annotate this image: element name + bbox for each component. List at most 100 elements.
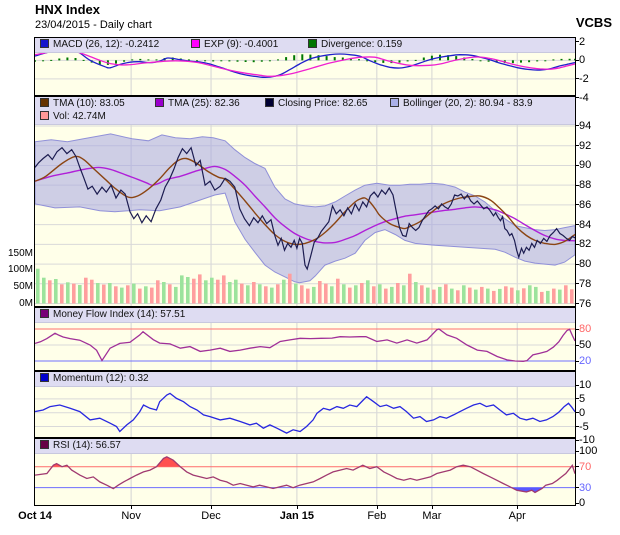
legend-label-macd: MACD (26, 12): -0.2412 xyxy=(53,39,160,50)
mfi_line xyxy=(35,328,575,362)
mfi-legend: Money Flow Index (14): 57.51 xyxy=(35,308,575,323)
macd-swatch xyxy=(40,39,49,48)
y-axis-tick xyxy=(575,283,579,285)
y-axis-tick xyxy=(575,303,579,305)
divergence-bar xyxy=(228,60,231,62)
y-axis-tick xyxy=(575,184,579,186)
volume-bar xyxy=(96,283,100,304)
legend-label-close: Closing Price: 82.65 xyxy=(278,98,368,109)
divergence-bar xyxy=(115,60,117,64)
legend-item-macd: MACD (26, 12): -0.2412 xyxy=(40,38,159,51)
y-axis-tick xyxy=(575,263,579,265)
y-axis-tick xyxy=(575,360,579,362)
volume-bar xyxy=(354,285,358,304)
volume-bar xyxy=(54,279,58,304)
divergence-bar xyxy=(398,60,401,63)
divergence-bar xyxy=(374,60,377,63)
divergence-bar xyxy=(58,58,61,61)
y-axis-label: 94 xyxy=(579,119,592,132)
volume-bar xyxy=(390,286,394,304)
divergence-bar xyxy=(301,54,304,61)
legend-label-vol: Vol: 42.74M xyxy=(53,111,106,122)
divergence-bar xyxy=(479,60,482,62)
panel-divider xyxy=(35,370,575,372)
volume-bar xyxy=(108,283,112,304)
x-axis-tick xyxy=(131,505,133,509)
divergence-bar xyxy=(285,57,288,61)
bollinger-band xyxy=(35,133,575,284)
volume-bar xyxy=(222,275,226,304)
volume-bar xyxy=(564,285,568,304)
rsi-legend: RSI (14): 56.57 xyxy=(35,439,575,454)
y-axis-tick xyxy=(575,502,579,504)
divergence-bar xyxy=(139,58,142,61)
volume-bar xyxy=(396,283,400,304)
divergence-bar xyxy=(196,60,198,62)
volume-bar xyxy=(144,286,148,304)
volume-bar xyxy=(84,277,88,304)
volume-bar xyxy=(372,286,376,304)
volume-bar xyxy=(132,283,136,304)
y-axis-tick xyxy=(575,145,579,147)
divergence-bar xyxy=(487,60,490,62)
volume-bar xyxy=(522,288,526,304)
price-panel: TMA (10): 83.05 TMA (25): 82.36 Closing Pr… xyxy=(35,97,575,306)
volume-bar xyxy=(216,279,220,304)
divergence-bar xyxy=(131,59,134,61)
chart-subtitle: 23/04/2015 - Daily chart xyxy=(35,19,152,31)
y-axis-tick xyxy=(575,59,579,61)
y-axis-tick xyxy=(575,204,579,206)
legend-item-mfi: Money Flow Index (14): 57.51 xyxy=(40,308,185,321)
y-axis-label: -2 xyxy=(579,72,589,85)
volume-bar xyxy=(462,285,466,304)
close_line xyxy=(35,146,575,271)
divergence-bar xyxy=(574,58,575,61)
volume-bar xyxy=(162,282,166,304)
volume-bar xyxy=(378,284,382,304)
x-axis-label: Jan 15 xyxy=(279,510,315,522)
volume-bar xyxy=(492,290,496,304)
volume-bar xyxy=(360,283,364,304)
volume-bar xyxy=(114,286,118,304)
volume-bar xyxy=(294,283,298,304)
y-axis-label: -4 xyxy=(579,91,589,104)
divergence-bar xyxy=(147,59,150,61)
divergence-bar xyxy=(155,59,158,61)
divergence-bar xyxy=(317,55,320,61)
price-legend: TMA (10): 83.05 TMA (25): 82.36 Closing Pr… xyxy=(35,97,575,125)
tma10_line xyxy=(35,155,575,246)
volume-bar xyxy=(42,277,46,304)
divergence-bar xyxy=(50,59,53,61)
volume-axis-label: 150M xyxy=(7,247,33,259)
divergence-bar xyxy=(277,59,279,61)
legend-label-momentum: Momentum (12): 0.32 xyxy=(53,373,149,384)
volume-bar xyxy=(36,268,40,304)
legend-item-vol: Vol: 42.74M xyxy=(40,110,106,123)
divergence-bar xyxy=(325,56,328,61)
y-axis-tick xyxy=(575,398,579,400)
volume-bar xyxy=(540,291,544,304)
x-axis-label: Mar xyxy=(422,510,442,522)
y-axis-tick xyxy=(575,78,579,80)
volume-bar xyxy=(192,278,196,304)
tma25-swatch xyxy=(155,98,164,107)
volume-bar xyxy=(486,288,490,304)
price-plot xyxy=(35,97,575,306)
vol-swatch xyxy=(40,111,49,120)
y-axis-tick xyxy=(575,125,579,127)
volume-bar xyxy=(348,287,352,304)
y-axis-tick xyxy=(575,466,579,468)
volume-axis-label: 50M xyxy=(13,280,33,292)
legend-item-divergence: Divergence: 0.159 xyxy=(308,38,402,51)
momentum-panel: Momentum (12): 0.32 xyxy=(35,372,575,437)
legend-label-rsi: RSI (14): 56.57 xyxy=(53,440,121,451)
y-axis-label: -10 xyxy=(579,434,595,447)
divergence-bar xyxy=(220,60,223,62)
divergence-bar xyxy=(42,60,45,62)
y-axis-tick xyxy=(575,328,579,330)
volume-bar xyxy=(276,284,280,304)
volume-bar xyxy=(210,277,214,304)
divergence-bar xyxy=(309,54,312,61)
legend-label-tma10: TMA (10): 83.05 xyxy=(53,98,125,109)
divergence-bar xyxy=(268,60,271,62)
